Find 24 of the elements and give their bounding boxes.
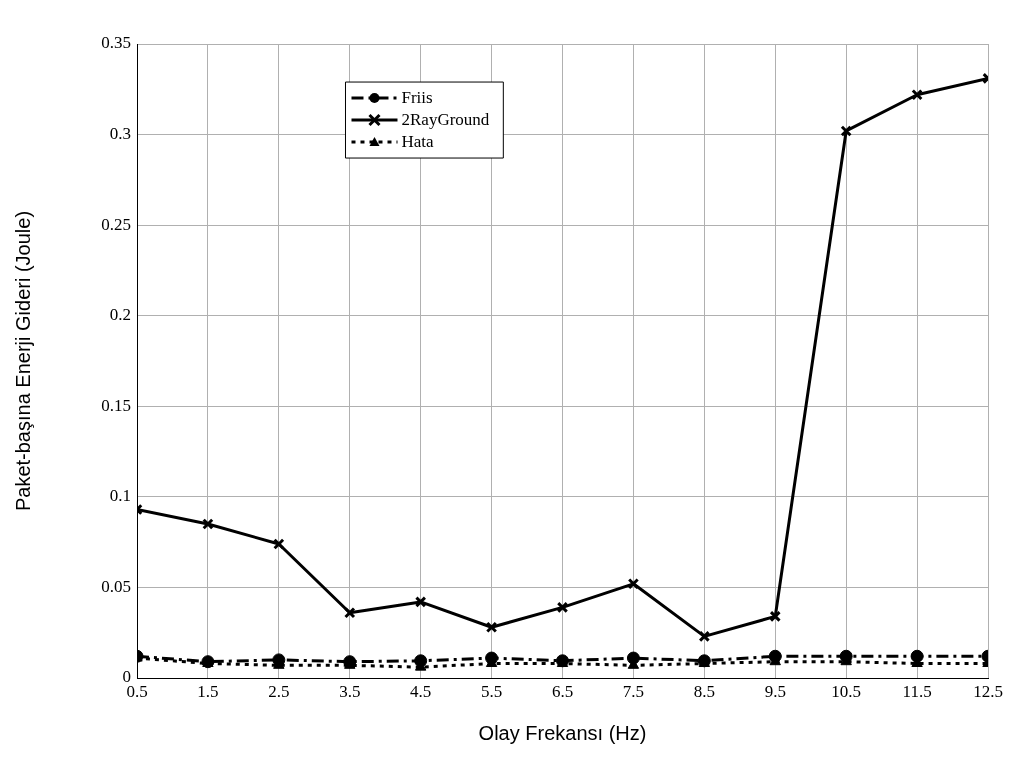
legend-label: Friis — [401, 87, 433, 107]
x-tick-label: 6.5 — [551, 681, 574, 701]
y-tick-label: 0.05 — [101, 576, 131, 596]
legend-label: Hata — [401, 131, 435, 151]
x-tick-label: 12.5 — [973, 681, 1003, 701]
y-axis-title: Paket-başına Enerji Gideri (Joule) — [11, 210, 34, 512]
y-tick-label: 0.15 — [101, 395, 131, 415]
x-tick-label: 5.5 — [480, 681, 503, 701]
x-tick-label: 11.5 — [902, 681, 932, 701]
y-tick-label: 0.25 — [101, 214, 131, 234]
y-tick-label: 0.3 — [109, 124, 131, 144]
y-tick-label: 0.1 — [109, 486, 131, 506]
x-tick-label: 2.5 — [268, 681, 290, 701]
x-axis-title: Olay Frekansı (Hz) — [478, 721, 647, 744]
x-tick-label: 1.5 — [197, 681, 219, 701]
y-tick-label: 0.35 — [101, 33, 131, 53]
x-tick-label: 3.5 — [339, 681, 361, 701]
x-tick-label: 7.5 — [622, 681, 645, 701]
legend-label: 2RayGround — [401, 109, 490, 129]
x-tick-label: 10.5 — [831, 681, 862, 701]
x-tick-label: 8.5 — [693, 681, 715, 701]
x-tick-label: 9.5 — [764, 681, 786, 701]
x-tick-label: 4.5 — [410, 681, 432, 701]
y-tick-label: 0.2 — [109, 305, 131, 325]
